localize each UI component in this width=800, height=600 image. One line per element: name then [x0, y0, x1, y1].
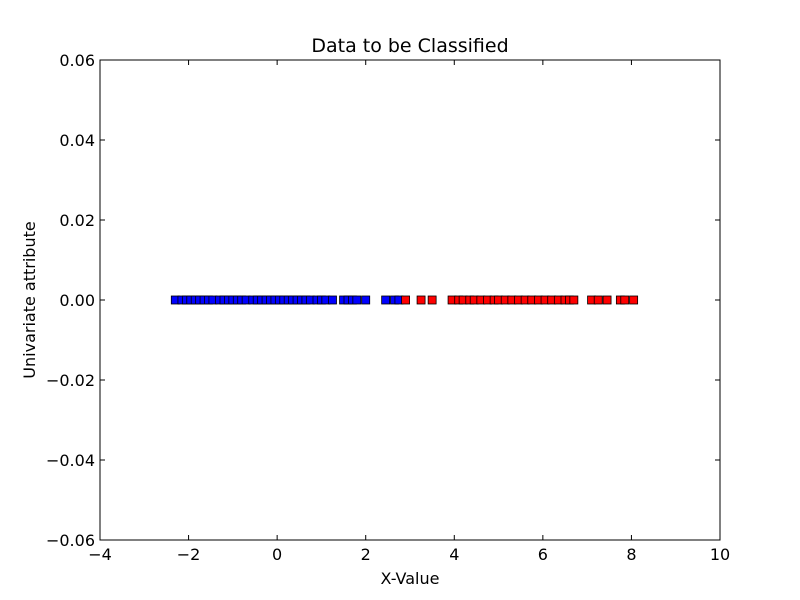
plot-frame [99, 59, 721, 541]
series-1 [401, 295, 639, 305]
data-point [569, 295, 579, 305]
y-tick-label: −0.04 [46, 451, 95, 470]
chart-title: Data to be Classified [311, 35, 508, 57]
y-tick-label: 0.02 [59, 211, 95, 230]
x-axis-title: X-Value [381, 569, 440, 588]
x-tick-label: 6 [538, 545, 548, 564]
data-point [629, 295, 639, 305]
x-tick-label: −2 [177, 545, 201, 564]
data-point [401, 295, 410, 305]
series-0 [170, 295, 404, 305]
data-point [381, 295, 391, 305]
y-tick-label: 0.00 [59, 291, 95, 310]
x-tick-label: 2 [361, 545, 371, 564]
y-tick-label: −0.06 [46, 531, 95, 550]
data-point [427, 295, 437, 305]
y-tick-label: −0.02 [46, 371, 95, 390]
data-point [593, 295, 603, 305]
y-tick-label: 0.04 [59, 131, 95, 150]
x-tick-label: 10 [710, 545, 730, 564]
axis-ticks: −4 −2 0 2 4 6 8 10 −0.06 −0.04 −0.02 0.00 0.02 0.04 0.… [46, 51, 730, 564]
data-point [620, 295, 630, 305]
data-point [602, 295, 612, 305]
y-tick-label: 0.06 [59, 51, 95, 70]
x-tick-label: −4 [88, 545, 112, 564]
x-tick-label: 8 [626, 545, 636, 564]
data-point [328, 295, 337, 305]
x-tick-label: 0 [272, 545, 282, 564]
y-axis-title: Univariate attribute [20, 221, 39, 378]
data-point [361, 295, 371, 305]
plot-area [170, 295, 639, 305]
data-point [352, 295, 362, 305]
data-point [416, 295, 426, 305]
x-tick-label: 4 [449, 545, 459, 564]
